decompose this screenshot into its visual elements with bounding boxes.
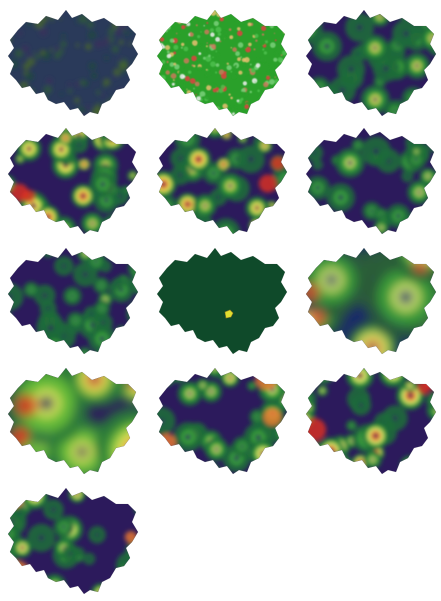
map-11-svg <box>156 367 288 475</box>
map-7-svg <box>7 247 139 355</box>
map-panel-5 <box>153 122 291 237</box>
map-3-svg <box>305 9 437 117</box>
map-8-svg <box>156 247 288 355</box>
map-10-svg <box>7 367 139 475</box>
map-2-svg <box>156 9 288 117</box>
map-1-svg <box>7 9 139 117</box>
map-9-svg <box>305 247 437 355</box>
map-panel-2 <box>153 4 291 119</box>
map-panel-6 <box>302 122 440 237</box>
map-panel-13 <box>4 482 142 597</box>
map-panel-4 <box>4 122 142 237</box>
map-panel-3 <box>302 4 440 119</box>
map-6-svg <box>305 127 437 235</box>
map-panel-11 <box>153 362 291 477</box>
map-13-svg <box>7 487 139 595</box>
map-panel-8 <box>153 242 291 357</box>
map-panel-1 <box>4 4 142 119</box>
map-panel-12 <box>302 362 440 477</box>
map-panel-9 <box>302 242 440 357</box>
map-panel-10 <box>4 362 142 477</box>
map-12-svg <box>305 367 437 475</box>
map-5-svg <box>156 127 288 235</box>
highlight-spot <box>224 309 234 319</box>
map-4-svg <box>7 127 139 235</box>
map-panel-7 <box>4 242 142 357</box>
